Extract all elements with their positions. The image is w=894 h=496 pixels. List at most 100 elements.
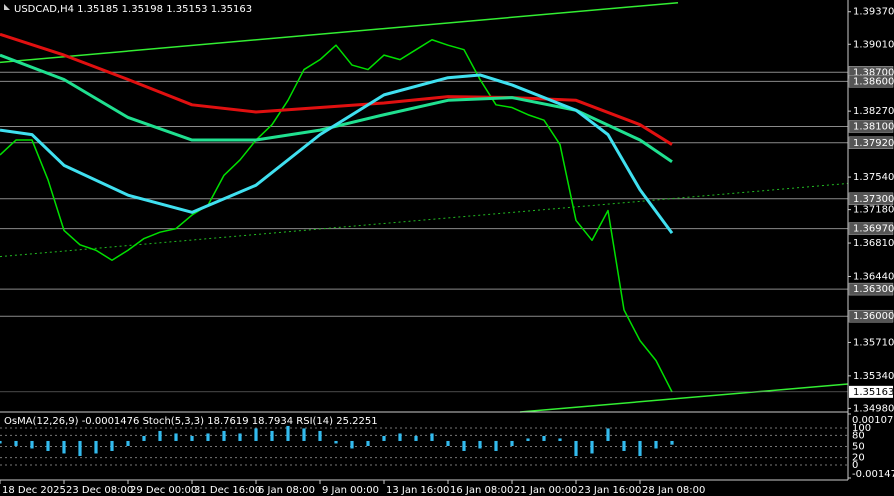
y-tick-label: 1.39010	[853, 39, 894, 50]
y-tick-label: 1.36810	[853, 238, 894, 249]
bar	[398, 433, 402, 441]
level-label: 1.38100	[853, 121, 894, 132]
bar	[382, 435, 386, 441]
x-tick-label: 13 Jan 16:00	[386, 485, 449, 496]
trend-line	[0, 182, 849, 258]
bar	[334, 440, 338, 444]
level-label-box	[848, 309, 894, 323]
x-tick-label: 23 Jan 16:00	[578, 485, 641, 496]
bar	[478, 440, 482, 449]
x-tick-label: 6 Jan 08:00	[258, 485, 315, 496]
x-tick-label: 28 Jan 08:00	[642, 485, 705, 496]
bar	[302, 428, 306, 441]
bar	[670, 440, 674, 445]
y-tick-label: 1.34980	[853, 403, 894, 414]
y-tick-label: 1.35340	[853, 371, 894, 382]
y-tick-label: 1.36440	[853, 271, 894, 282]
bar	[350, 440, 354, 449]
bar	[494, 440, 498, 451]
level-label-box	[848, 222, 894, 235]
y-tick-label: 0.001077	[852, 415, 894, 426]
indicator-title: OsMA(12,26,9) -0.0001476 Stoch(5,3,3) 18…	[4, 416, 378, 427]
bar	[254, 428, 258, 441]
level-label: 1.36300	[853, 284, 894, 295]
y2-tick-label: 100	[852, 423, 871, 434]
bar	[366, 440, 370, 446]
x-tick-label: 9 Jan 00:00	[322, 485, 379, 496]
chart-title: USDCAD,H4 1.35185 1.35198 1.35153 1.3516…	[14, 4, 252, 15]
bar	[158, 430, 162, 441]
bar	[414, 435, 418, 441]
bar	[606, 428, 610, 441]
bar	[62, 440, 66, 454]
bar	[30, 440, 34, 449]
series-line	[0, 73, 674, 234]
y-tick-label: 1.37180	[853, 205, 894, 216]
bar	[78, 440, 82, 456]
bar	[110, 440, 114, 451]
bar	[638, 440, 642, 456]
x-tick-label: 29 Dec 00:00	[130, 485, 197, 496]
y2-tick-label: 0	[852, 460, 858, 471]
level-label-box	[848, 75, 894, 88]
bar	[622, 440, 626, 451]
level-label: 1.37920	[853, 138, 894, 149]
y2-tick-label: 80	[852, 430, 865, 441]
bar	[174, 433, 178, 441]
bar	[238, 433, 242, 441]
bar	[654, 440, 658, 449]
x-tick-label: 31 Dec 16:00	[194, 485, 261, 496]
y-tick-label: -0.001479	[852, 469, 894, 480]
y-tick-label: 1.35710	[853, 337, 894, 348]
x-tick-label: 16 Jan 08:00	[450, 485, 513, 496]
bar	[558, 438, 562, 441]
bar	[270, 430, 274, 441]
level-label: 1.38700	[853, 67, 894, 78]
level-label: 1.36000	[853, 311, 894, 322]
bar	[142, 435, 146, 441]
bar	[446, 440, 450, 446]
bar	[94, 440, 98, 454]
bar	[542, 435, 546, 441]
bar	[46, 440, 50, 451]
level-label-box	[848, 282, 894, 296]
level-label-box	[848, 120, 894, 133]
y-tick-label: 1.39370	[853, 7, 894, 18]
bar	[0, 440, 2, 444]
series-line	[0, 32, 673, 146]
bar	[318, 430, 322, 441]
bar	[14, 440, 18, 446]
bar	[206, 433, 210, 441]
x-tick-label: 18 Dec 2025	[2, 485, 66, 496]
bar	[190, 435, 194, 441]
trend-line	[519, 383, 849, 413]
y2-tick-label: 50	[852, 442, 865, 453]
series-line	[0, 53, 673, 163]
trend-line	[0, 1, 679, 64]
x-tick-label: 21 Jan 00:00	[514, 485, 577, 496]
current-price-label: 1.35163	[853, 387, 894, 398]
y-tick-label: 1.37540	[853, 172, 894, 183]
level-label-box	[848, 136, 894, 150]
bar	[430, 433, 434, 441]
y2-tick-label: 20	[852, 453, 865, 464]
level-label: 1.37300	[853, 194, 894, 205]
level-label-box	[848, 192, 894, 206]
level-label: 1.36970	[853, 224, 894, 235]
bar	[222, 430, 226, 441]
bar	[510, 440, 514, 446]
bar	[526, 438, 530, 441]
bar	[462, 440, 466, 451]
bar	[590, 440, 594, 454]
bar	[574, 440, 578, 456]
level-label: 1.38600	[853, 76, 894, 87]
current-price-box	[849, 385, 893, 398]
y-tick-label: 1.38270	[853, 106, 894, 117]
symbol-icon	[4, 4, 10, 10]
x-tick-label: 23 Dec 08:00	[66, 485, 133, 496]
series-line	[0, 39, 673, 393]
